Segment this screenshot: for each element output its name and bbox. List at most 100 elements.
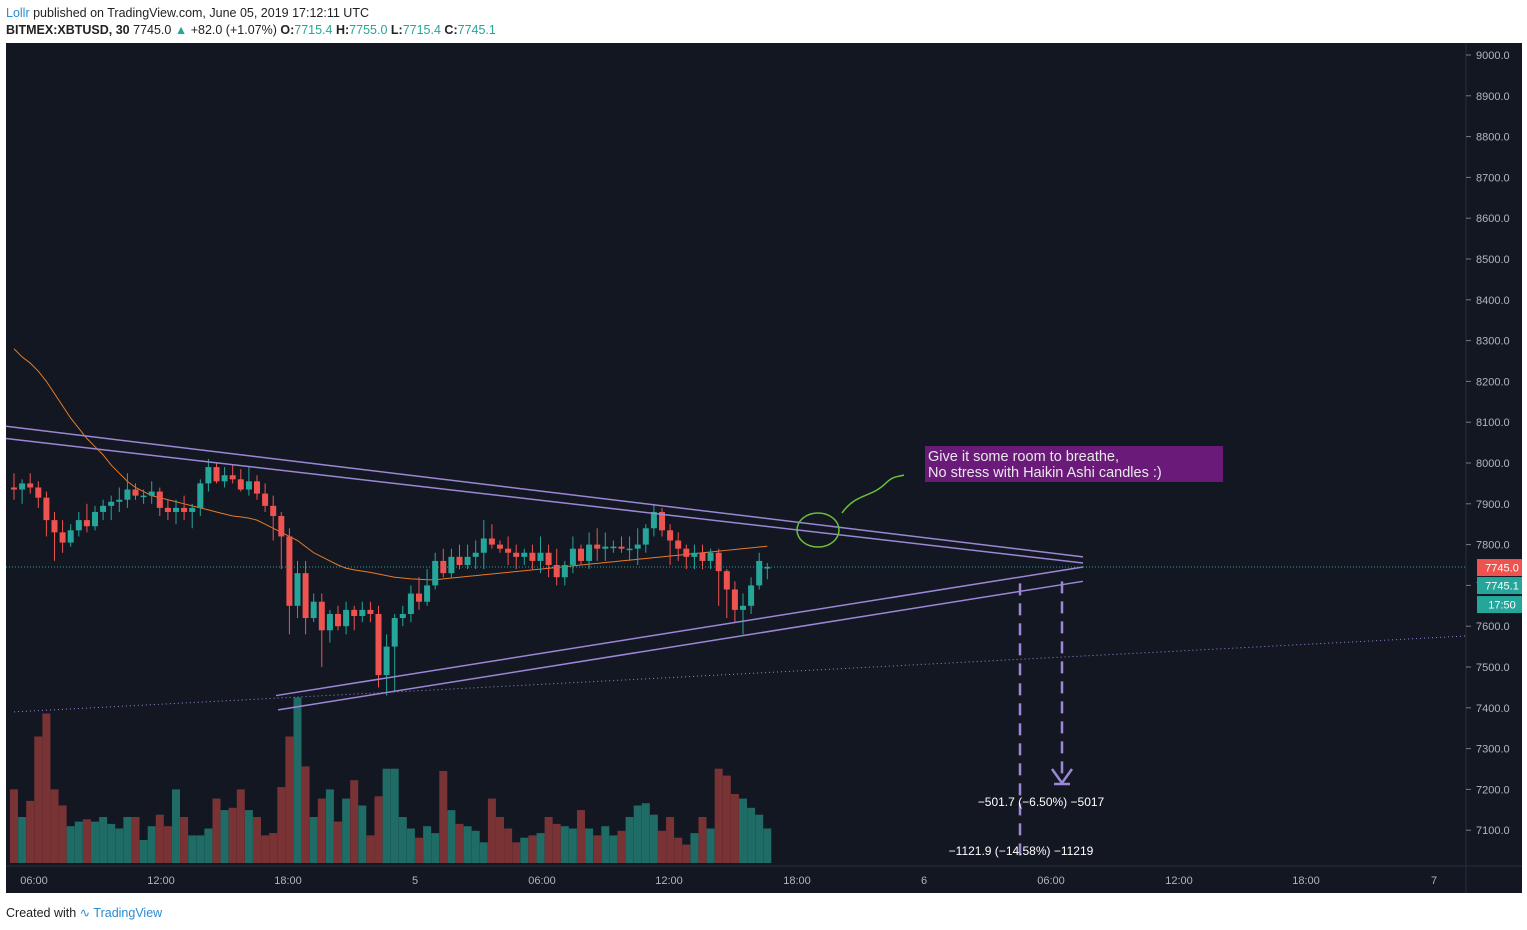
candle-body	[480, 538, 487, 553]
candle-body	[83, 520, 90, 527]
trendline	[6, 425, 1084, 558]
volume-bar	[188, 835, 197, 863]
publisher-name[interactable]: Lollr	[6, 6, 30, 20]
y-tick-label: 8900.0	[1476, 91, 1510, 103]
volume-bar	[309, 817, 318, 863]
tradingview-brand[interactable]: TradingView	[93, 906, 163, 920]
volume-bar	[633, 805, 642, 863]
volume-bar	[455, 823, 464, 863]
candle-body	[675, 540, 682, 549]
candle-body	[537, 552, 544, 561]
price-chart[interactable]: 9000.0 8900.0 8800.0 8700.0 8600.0 8500.0 8400…	[6, 43, 1522, 893]
volume-bar	[690, 833, 699, 863]
candle-body	[407, 593, 414, 614]
candle-body	[189, 507, 196, 512]
candle-body	[286, 536, 293, 606]
volume-bar	[682, 844, 691, 863]
low-label: L:	[390, 23, 403, 37]
candle-body	[715, 552, 722, 572]
volume-bar	[236, 789, 245, 863]
candle-body	[367, 609, 374, 614]
annotation-box	[925, 446, 1223, 482]
candle-body	[691, 552, 698, 557]
volume-bar	[269, 833, 278, 863]
candle-body	[383, 646, 390, 676]
candle-body	[375, 613, 382, 676]
volume-bar	[747, 807, 756, 863]
candle-body	[254, 481, 260, 494]
candle-body	[586, 544, 593, 561]
candle-body	[561, 565, 568, 578]
volume-bar	[18, 817, 27, 863]
candle-body	[335, 613, 341, 627]
candle-body	[11, 487, 17, 490]
candle-body	[650, 511, 657, 529]
volume-bar	[366, 835, 375, 863]
candle-body	[578, 548, 584, 561]
candle-body	[262, 493, 269, 506]
candle-body	[594, 544, 601, 549]
volume-bar	[601, 826, 610, 863]
candle-body	[318, 601, 325, 631]
y-tick-label: 7400.0	[1476, 703, 1510, 715]
candle-body	[707, 552, 714, 561]
y-tick-label: 8600.0	[1476, 213, 1510, 225]
candle-body	[278, 516, 285, 537]
volume-bar	[172, 789, 180, 863]
volume-bar	[666, 817, 675, 863]
candle-body	[116, 499, 123, 502]
x-tick-label: 18:00	[274, 875, 302, 887]
publish-info: published on TradingView.com, June 05, 2…	[33, 6, 369, 20]
volume-bar	[658, 830, 666, 863]
candle-body	[399, 613, 406, 619]
volume-bar	[82, 819, 91, 863]
candle-body	[27, 483, 34, 488]
volume-bar	[593, 835, 602, 863]
volume-bar	[261, 835, 270, 863]
candle-body	[237, 479, 244, 490]
candle-body	[464, 556, 471, 565]
volume-bar	[325, 789, 334, 863]
volume-bar	[577, 810, 585, 863]
volume-bar	[398, 817, 407, 863]
volume-bar	[253, 817, 261, 863]
candle-body	[634, 544, 641, 549]
open-value: 7715.4	[294, 23, 333, 37]
candle-body	[164, 507, 171, 512]
x-tick-label: 06:00	[20, 875, 48, 887]
volume-bar	[544, 817, 553, 863]
candle-body	[75, 520, 82, 531]
candle-body	[740, 605, 746, 610]
candle-body	[618, 546, 625, 549]
candle-body	[245, 481, 252, 490]
candle-body	[626, 548, 633, 551]
created-with-label: Created with	[6, 906, 77, 920]
volume-bar	[301, 766, 310, 863]
y-tick-label: 7100.0	[1476, 825, 1510, 837]
volume-bar	[415, 837, 423, 863]
volume-bar	[334, 821, 342, 863]
chart-area[interactable]: 9000.0 8900.0 8800.0 8700.0 8600.0 8500.0 8400…	[6, 43, 1522, 893]
x-tick-label: 18:00	[783, 875, 811, 887]
candle-body	[529, 552, 536, 561]
trendline	[277, 580, 1084, 711]
candle-body	[440, 560, 447, 574]
volume-bar	[431, 833, 440, 863]
candle-body	[221, 475, 228, 482]
candle-body	[148, 491, 155, 496]
candle-body	[521, 552, 528, 557]
candle-body	[642, 528, 649, 545]
candle-body	[19, 483, 26, 490]
volume-bar	[528, 835, 537, 863]
volume-bar	[520, 837, 529, 863]
publish-line: Lollr published on TradingView.com, June…	[6, 5, 496, 22]
candle-body	[108, 501, 115, 506]
close-price-label-bg	[1477, 577, 1522, 595]
volume-bar	[609, 835, 618, 863]
volume-bar	[293, 697, 302, 863]
last-price-label: 7745.0	[1485, 563, 1519, 575]
footer: Created with ∿ TradingView	[6, 905, 162, 920]
volume-bar	[212, 798, 221, 863]
volume-bar	[641, 803, 650, 863]
volume-bar	[406, 828, 415, 863]
